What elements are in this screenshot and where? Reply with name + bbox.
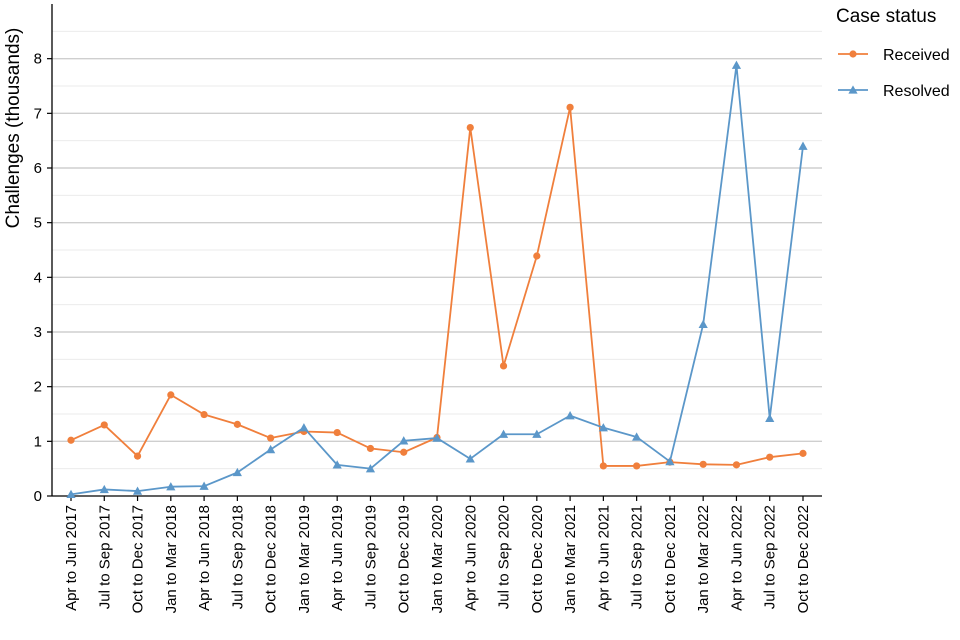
received-point	[333, 428, 341, 437]
received-point	[167, 391, 175, 399]
x-tick-label: Oct to Dec 2018	[263, 505, 280, 613]
received-point	[766, 453, 774, 461]
y-tick-label: 5	[34, 215, 42, 232]
y-tick-label: 0	[34, 488, 42, 505]
received-point	[366, 444, 375, 453]
x-tick-label: Oct to Dec 2021	[662, 505, 679, 613]
x-tick-label: Apr to Jun 2021	[595, 505, 612, 611]
received-point	[133, 452, 142, 460]
received-point	[233, 420, 241, 428]
resolved-point	[798, 141, 808, 150]
resolved-point	[765, 413, 775, 423]
y-tick-label: 6	[34, 160, 42, 177]
received-point	[732, 461, 741, 469]
received-point	[499, 362, 508, 370]
axes: 0 1 2 3 4 5 6 7 8 Apr to Jun 2017 Jul to Sep 2017 O…	[34, 4, 822, 613]
received-point	[799, 449, 807, 457]
resolved-point	[532, 429, 542, 438]
series-resolved	[66, 60, 808, 499]
y-tick-label: 3	[34, 324, 42, 341]
received-point	[200, 410, 208, 419]
x-tick-label: Jul to Sep 2017	[96, 505, 113, 609]
x-tick-label: Oct to Dec 2020	[529, 505, 546, 613]
resolved-point	[365, 464, 376, 473]
resolved-point	[166, 482, 176, 491]
series-received	[67, 103, 807, 470]
received-point	[599, 462, 607, 470]
x-tick-label: Jan to Mar 2022	[695, 505, 712, 613]
received-point	[533, 252, 541, 260]
received-line	[70, 106, 804, 467]
received-point	[267, 434, 275, 442]
received-point	[400, 448, 408, 456]
resolved-point	[266, 444, 276, 454]
resolved-point	[99, 484, 109, 494]
x-tick-label: Oct to Dec 2019	[396, 505, 413, 613]
resolved-point	[299, 423, 309, 432]
legend-title: Case status	[836, 6, 936, 27]
resolved-point	[698, 319, 708, 329]
resolved-point	[598, 423, 608, 432]
resolved-point	[632, 432, 642, 441]
resolved-point	[465, 454, 475, 463]
x-tick-label: Jul to Sep 2018	[229, 505, 246, 609]
x-tick-label: Jan to Mar 2020	[429, 505, 446, 613]
x-tick-label: Apr to Jun 2019	[329, 505, 346, 611]
resolved-point	[66, 489, 76, 499]
legend-marker	[849, 50, 857, 58]
x-tick-label: Apr to Jun 2020	[462, 505, 479, 611]
x-tick-label: Apr to Jun 2018	[196, 505, 213, 611]
resolved-point	[498, 429, 509, 438]
legend: Case status Received Resolved	[836, 6, 950, 100]
received-point	[566, 103, 574, 111]
resolved-point	[665, 456, 675, 466]
series-group	[66, 60, 808, 499]
y-axis-title: Challenges (thousands)	[3, 28, 24, 229]
resolved-point	[399, 436, 409, 445]
y-tick-label: 7	[34, 105, 42, 122]
y-tick-label: 2	[34, 379, 42, 396]
resolved-point	[132, 486, 143, 495]
x-tick-label: Jul to Sep 2019	[362, 505, 379, 609]
x-tick-label: Oct to Dec 2022	[795, 505, 812, 613]
resolved-point	[565, 411, 575, 420]
x-tick-label: Jan to Mar 2021	[562, 505, 579, 613]
x-tick-label: Apr to Jun 2022	[728, 505, 745, 611]
legend-item-received: Received	[838, 47, 950, 64]
resolved-point	[432, 433, 442, 442]
received-point	[67, 436, 75, 444]
x-tick-label: Oct to Dec 2017	[130, 505, 147, 613]
legend-label: Received	[883, 47, 950, 64]
resolved-point	[731, 60, 742, 69]
received-point	[466, 123, 474, 132]
legend-item-resolved: Resolved	[838, 83, 950, 100]
y-tick-label: 1	[34, 433, 42, 450]
x-tick-label: Jan to Mar 2018	[163, 505, 180, 613]
resolved-point	[199, 481, 209, 490]
x-tick-label: Jul to Sep 2022	[762, 505, 779, 609]
y-tick-label: 8	[34, 51, 42, 68]
legend-label: Resolved	[883, 83, 950, 100]
gridlines	[52, 30, 822, 470]
resolved-point	[232, 467, 242, 477]
resolved-point	[332, 460, 342, 469]
legend-marker	[848, 85, 858, 94]
received-point	[100, 421, 108, 429]
y-tick-label: 4	[34, 269, 42, 286]
received-point	[633, 462, 641, 470]
x-tick-label: Apr to Jun 2017	[63, 505, 80, 611]
received-point	[699, 460, 707, 468]
x-tick-label: Jul to Sep 2021	[629, 505, 646, 609]
x-tick-label: Jan to Mar 2019	[296, 505, 313, 613]
x-tick-label: Jul to Sep 2020	[496, 505, 513, 609]
